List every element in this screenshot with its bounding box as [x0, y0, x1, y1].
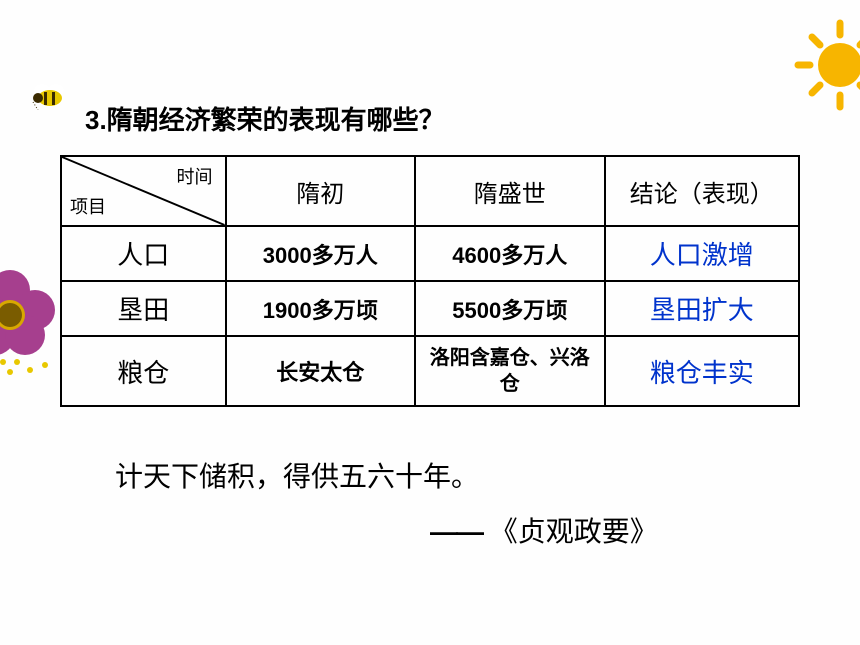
quote-book-title: 《贞观政要》: [490, 516, 658, 547]
cell-pop-conclusion: 人口激增: [605, 226, 800, 281]
historical-quote: 计天下储积，得供五六十年。: [115, 455, 479, 495]
row-label-farmland: 垦田: [61, 281, 226, 336]
table-row: 粮仓 长安太仓 洛阳含嘉仓、兴洛仓 粮仓丰实: [61, 336, 799, 406]
header-time-label: 时间: [177, 163, 213, 189]
cell-gran-early: 长安太仓: [226, 336, 416, 406]
cell-farm-peak: 5500多万顷: [415, 281, 605, 336]
cell-pop-early: 3000多万人: [226, 226, 416, 281]
col-header-conclusion: 结论（表现）: [605, 156, 800, 226]
col-header-peak: 隋盛世: [415, 156, 605, 226]
row-label-population: 人口: [61, 226, 226, 281]
row-label-granary: 粮仓: [61, 336, 226, 406]
cell-gran-conclusion: 粮仓丰实: [605, 336, 800, 406]
table-row: 垦田 1900多万顷 5500多万顷 垦田扩大: [61, 281, 799, 336]
header-item-label: 项目: [70, 193, 106, 219]
sun-decoration: [790, 15, 860, 115]
cell-gran-peak: 洛阳含嘉仓、兴洛仓: [415, 336, 605, 406]
quote-source: —— 《贞观政要》: [430, 510, 658, 550]
cell-pop-peak: 4600多万人: [415, 226, 605, 281]
diagonal-header-cell: 时间 项目: [61, 156, 226, 226]
bee-decoration: [30, 80, 70, 110]
cell-farm-early: 1900多万顷: [226, 281, 416, 336]
col-header-early: 隋初: [226, 156, 416, 226]
question-title: 3.隋朝经济繁荣的表现有哪些？: [85, 100, 445, 137]
flower-decoration: [0, 250, 65, 380]
table-row: 人口 3000多万人 4600多万人 人口激增: [61, 226, 799, 281]
economy-table: 时间 项目 隋初 隋盛世 结论（表现） 人口 3000多万人 4600多万人 人…: [60, 155, 800, 407]
cell-farm-conclusion: 垦田扩大: [605, 281, 800, 336]
dash-icon: ——: [430, 516, 482, 547]
